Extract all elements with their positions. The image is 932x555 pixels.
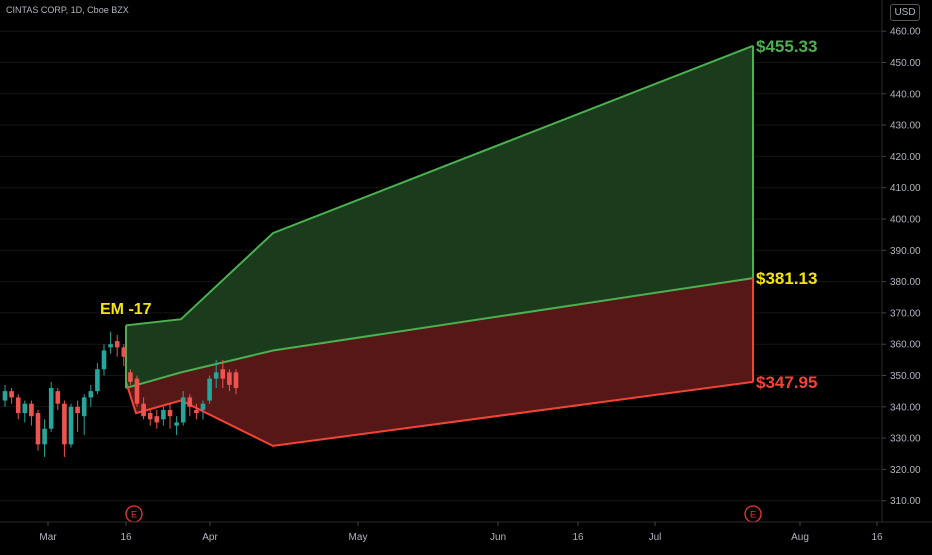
upper-bound-line — [125, 44, 754, 327]
candle-body — [2, 391, 8, 401]
candle-body — [88, 391, 94, 398]
candle-body — [161, 409, 166, 420]
candle-body — [29, 403, 34, 417]
currency-button[interactable]: USD — [890, 4, 920, 21]
y-tick-label: 430.00 — [890, 121, 921, 132]
lower-zone — [126, 278, 753, 446]
earnings-marker-label: E — [131, 510, 137, 520]
earnings-marker-label: E — [750, 510, 756, 520]
em-label: EM -17 — [100, 301, 152, 318]
x-tick-label: Apr — [202, 532, 218, 543]
candle-body — [207, 378, 212, 401]
candle-body — [62, 403, 67, 445]
x-tick-label: Jul — [649, 532, 662, 543]
candle-body — [220, 369, 226, 379]
candle-body — [174, 422, 179, 426]
candle-body — [233, 372, 239, 389]
y-tick-label: 310.00 — [890, 496, 921, 507]
y-tick-label: 400.00 — [890, 215, 921, 226]
x-tick-label: 16 — [572, 532, 584, 543]
price-target-label: $347.95 — [756, 373, 817, 392]
mid-line — [125, 277, 754, 389]
candle-body — [147, 413, 153, 420]
x-tick-label: May — [349, 532, 368, 543]
annotations: EM -17 $455.33 $381.13 $347.95 E E — [100, 37, 817, 523]
candle-body — [128, 372, 133, 382]
y-tick-label: 350.00 — [890, 371, 921, 382]
y-tick-label: 390.00 — [890, 246, 921, 257]
candle-body — [141, 403, 146, 417]
earnings-marker[interactable]: E — [125, 505, 143, 523]
candle-body — [114, 341, 120, 348]
candle-body — [194, 409, 199, 414]
x-tick-label: 16 — [120, 532, 132, 543]
candle-body — [227, 372, 232, 385]
candle-body — [213, 372, 219, 379]
candle-body — [154, 416, 160, 423]
price-target-label: $381.13 — [756, 269, 817, 288]
candle-body — [15, 397, 21, 414]
candle-body — [22, 403, 28, 414]
candle-body — [95, 369, 100, 392]
x-tick-label: Mar — [39, 532, 57, 543]
candle-body — [187, 397, 193, 407]
candle-body — [180, 397, 186, 423]
candle-body — [75, 406, 80, 414]
candle-body — [200, 403, 206, 410]
candles — [2, 331, 239, 457]
y-tick-label: 320.00 — [890, 465, 921, 476]
y-tick-label: 370.00 — [890, 308, 921, 319]
y-tick-label: 410.00 — [890, 183, 921, 194]
x-tick-label: Jun — [490, 532, 506, 543]
candle-body — [108, 344, 113, 348]
candle-body — [9, 391, 14, 398]
candle-body — [121, 347, 127, 357]
expected-move-zones — [125, 44, 754, 447]
earnings-marker[interactable]: E — [744, 505, 762, 523]
x-axis[interactable]: Mar 16 Apr May Jun 16 Jul Aug 16 — [0, 521, 932, 543]
symbol-title: CINTAS CORP, 1D, Cboe BZX — [6, 5, 129, 15]
candle-body — [55, 391, 61, 404]
candle-body — [81, 397, 87, 417]
candle-body — [35, 413, 41, 445]
y-tick-label: 380.00 — [890, 277, 921, 288]
x-tick-label: Aug — [791, 532, 809, 543]
x-tick-label: 16 — [871, 532, 883, 543]
candle-body — [134, 378, 140, 404]
candle-body — [101, 350, 107, 370]
y-tick-label: 360.00 — [890, 340, 921, 351]
candle-body — [68, 406, 74, 445]
candle-body — [167, 409, 173, 417]
price-target-label: $455.33 — [756, 37, 817, 56]
y-tick-label: 450.00 — [890, 58, 921, 69]
upper-zone — [126, 45, 753, 389]
candle-body — [42, 428, 47, 445]
y-tick-label: 330.00 — [890, 434, 921, 445]
y-tick-label: 420.00 — [890, 152, 921, 163]
y-tick-label: 440.00 — [890, 89, 921, 100]
y-tick-label: 340.00 — [890, 402, 921, 413]
y-tick-label: 460.00 — [890, 27, 921, 38]
y-axis[interactable]: 460.00 450.00 440.00 430.00 420.00 410.00 400.… — [881, 0, 921, 522]
candle-body — [48, 388, 54, 429]
